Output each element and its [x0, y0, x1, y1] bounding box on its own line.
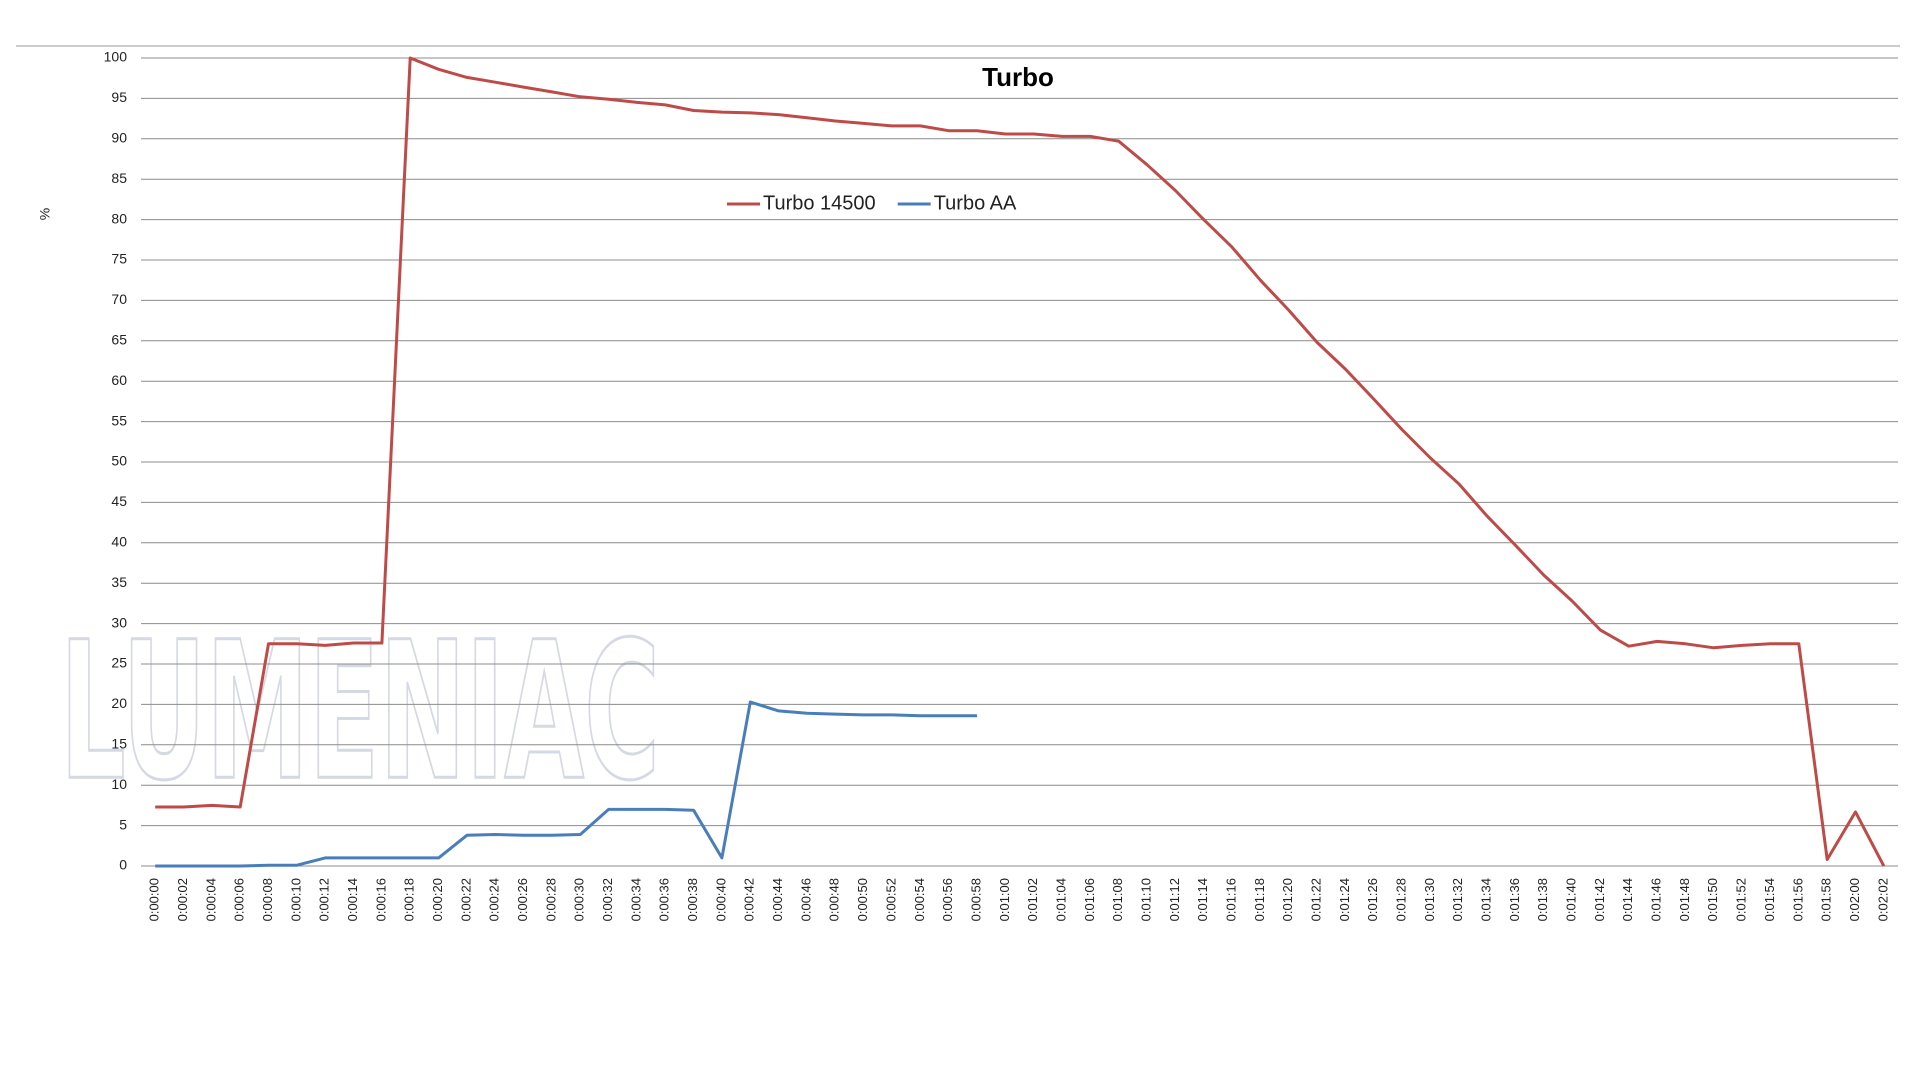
- x-tick-label: 0:01:08: [1110, 878, 1125, 921]
- x-tick-label: 0:00:28: [543, 878, 558, 921]
- x-tick-label: 0:00:06: [232, 878, 247, 921]
- x-tick-label: 0:02:02: [1875, 878, 1890, 921]
- x-tick-label: 0:01:30: [1422, 878, 1437, 921]
- x-tick-label: 0:00:42: [742, 878, 757, 921]
- x-tick-label: 0:01:00: [997, 878, 1012, 921]
- x-tick-label: 0:00:02: [175, 878, 190, 921]
- y-tick-label: 55: [111, 412, 127, 428]
- x-tick-label: 0:00:54: [912, 878, 927, 921]
- x-tick-label: 0:00:58: [968, 878, 983, 921]
- x-tick-label: 0:01:16: [1223, 878, 1238, 921]
- y-tick-label: 0: [119, 857, 127, 873]
- y-tick-label: 25: [111, 655, 127, 671]
- x-tick-label: 0:00:08: [260, 878, 275, 921]
- x-tick-label: 0:01:26: [1365, 878, 1380, 921]
- x-tick-label: 0:01:50: [1705, 878, 1720, 921]
- x-tick-label: 0:01:32: [1450, 878, 1465, 921]
- y-tick-label: 85: [111, 170, 127, 186]
- x-tick-label: 0:00:40: [713, 878, 728, 921]
- x-tick-label: 0:00:18: [402, 878, 417, 921]
- x-tick-label: 0:01:04: [1053, 878, 1068, 921]
- legend-label: Turbo AA: [934, 192, 1017, 214]
- y-tick-label: 100: [104, 49, 128, 65]
- x-tick-label: 0:00:10: [288, 878, 303, 921]
- x-tick-label: 0:01:58: [1819, 878, 1834, 921]
- x-tick-label: 0:01:10: [1138, 878, 1153, 921]
- x-tick-label: 0:00:00: [147, 878, 162, 921]
- y-tick-label: 10: [111, 776, 127, 792]
- x-tick-label: 0:01:12: [1167, 878, 1182, 921]
- y-tick-label: 45: [111, 493, 127, 509]
- x-tick-label: 0:00:50: [855, 878, 870, 921]
- x-tick-label: 0:01:14: [1195, 878, 1210, 921]
- chart-title: Turbo: [982, 62, 1054, 92]
- x-tick-label: 0:00:34: [628, 878, 643, 921]
- x-tick-label: 0:00:44: [770, 878, 785, 921]
- x-tick-label: 0:01:22: [1308, 878, 1323, 921]
- y-tick-label: 40: [111, 534, 127, 550]
- x-tick-label: 0:01:48: [1677, 878, 1692, 921]
- x-tick-label: 0:02:00: [1847, 878, 1862, 921]
- x-tick-label: 0:01:56: [1790, 878, 1805, 921]
- series-line: [155, 700, 977, 868]
- series-line: [155, 56, 1886, 867]
- x-tick-label: 0:00:36: [657, 878, 672, 921]
- x-tick-label: 0:01:40: [1564, 878, 1579, 921]
- x-tick-label: 0:01:46: [1649, 878, 1664, 921]
- y-tick-label: 75: [111, 251, 127, 267]
- x-tick-label: 0:00:48: [827, 878, 842, 921]
- x-tick-label: 0:00:20: [430, 878, 445, 921]
- x-tick-label: 0:00:04: [203, 878, 218, 921]
- legend-label: Turbo 14500: [763, 192, 876, 214]
- x-tick-label: 0:00:24: [487, 878, 502, 921]
- y-tick-label: 50: [111, 453, 127, 469]
- y-tick-label: 15: [111, 736, 127, 752]
- y-tick-label: 80: [111, 210, 127, 226]
- x-tick-label: 0:01:44: [1620, 878, 1635, 921]
- x-tick-label: 0:01:06: [1082, 878, 1097, 921]
- y-axis-label: %: [37, 208, 53, 220]
- x-tick-label: 0:01:42: [1592, 878, 1607, 921]
- x-tick-label: 0:01:20: [1280, 878, 1295, 921]
- x-tick-label: 0:01:18: [1252, 878, 1267, 921]
- y-tick-label: 95: [111, 89, 127, 105]
- x-tick-label: 0:00:30: [572, 878, 587, 921]
- x-tick-label: 0:01:34: [1479, 878, 1494, 921]
- x-tick-label: 0:00:46: [798, 878, 813, 921]
- x-tick-label: 0:01:38: [1535, 878, 1550, 921]
- x-tick-label: 0:00:32: [600, 878, 615, 921]
- x-tick-label: 0:01:24: [1337, 878, 1352, 921]
- x-tick-label: 0:00:56: [940, 878, 955, 921]
- x-tick-label: 0:00:52: [883, 878, 898, 921]
- y-tick-label: 5: [119, 816, 127, 832]
- y-tick-label: 35: [111, 574, 127, 590]
- x-tick-label: 0:01:52: [1734, 878, 1749, 921]
- y-tick-label: 20: [111, 695, 127, 711]
- x-tick-label: 0:01:54: [1762, 878, 1777, 921]
- x-tick-label: 0:01:02: [1025, 878, 1040, 921]
- y-tick-label: 60: [111, 372, 127, 388]
- y-tick-label: 90: [111, 130, 127, 146]
- x-tick-label: 0:01:28: [1394, 878, 1409, 921]
- x-tick-label: 0:00:38: [685, 878, 700, 921]
- x-tick-label: 0:00:22: [458, 878, 473, 921]
- x-tick-label: 0:00:26: [515, 878, 530, 921]
- x-tick-label: 0:00:12: [317, 878, 332, 921]
- y-tick-label: 30: [111, 614, 127, 630]
- x-tick-label: 0:00:14: [345, 878, 360, 921]
- x-tick-label: 0:00:16: [373, 878, 388, 921]
- y-tick-label: 65: [111, 332, 127, 348]
- y-tick-label: 70: [111, 291, 127, 307]
- watermark: LUMENIAC: [60, 601, 660, 822]
- x-tick-label: 0:01:36: [1507, 878, 1522, 921]
